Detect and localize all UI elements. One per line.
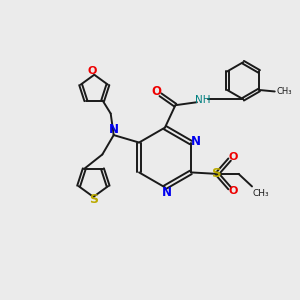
Text: S: S <box>89 194 98 206</box>
Text: O: O <box>229 152 238 162</box>
Text: S: S <box>212 167 222 180</box>
Text: NH: NH <box>194 95 210 105</box>
Text: O: O <box>87 66 97 76</box>
Text: O: O <box>151 85 161 98</box>
Text: N: N <box>191 134 201 148</box>
Text: CH₃: CH₃ <box>253 189 269 198</box>
Text: N: N <box>109 123 119 136</box>
Text: O: O <box>229 186 238 196</box>
Text: N: N <box>161 186 171 199</box>
Text: CH₃: CH₃ <box>276 87 292 96</box>
